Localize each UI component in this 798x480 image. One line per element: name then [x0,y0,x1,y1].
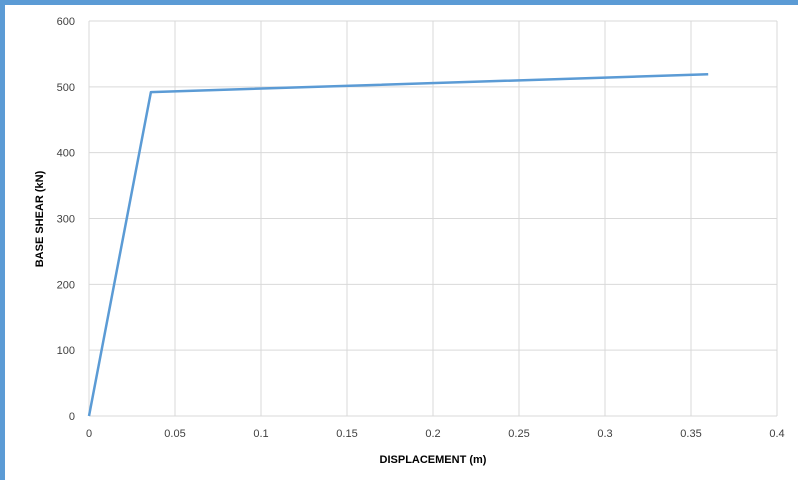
x-tick-labels: 0 0.05 0.1 0.15 0.2 0.25 0.3 0.35 0.4 [86,428,785,440]
x-tick-label: 0.4 [769,428,784,440]
grid-lines [88,20,778,417]
x-tick-label: 0.15 [336,428,357,440]
x-tick-label: 0.2 [425,428,440,440]
x-tick-label: 0.05 [164,428,185,440]
series-lines [87,73,709,417]
x-tick-label: 0.35 [680,428,701,440]
y-tick-label: 100 [57,345,75,357]
y-tick-label: 0 [69,411,75,423]
y-axis-title: BASE SHEAR (kN) [34,170,46,267]
x-tick-label: 0.3 [597,428,612,440]
series-line [87,73,709,417]
y-tick-label: 400 [57,148,75,160]
x-axis-title: DISPLACEMENT (m) [380,454,487,466]
y-tick-labels: 0 100 200 300 400 500 600 [57,16,75,423]
y-tick-label: 200 [57,279,75,291]
x-tick-label: 0 [86,428,92,440]
x-tick-label: 0.1 [253,428,268,440]
y-tick-label: 600 [57,16,75,28]
y-tick-label: 300 [57,214,75,226]
y-tick-label: 500 [57,82,75,94]
x-tick-label: 0.25 [508,428,529,440]
